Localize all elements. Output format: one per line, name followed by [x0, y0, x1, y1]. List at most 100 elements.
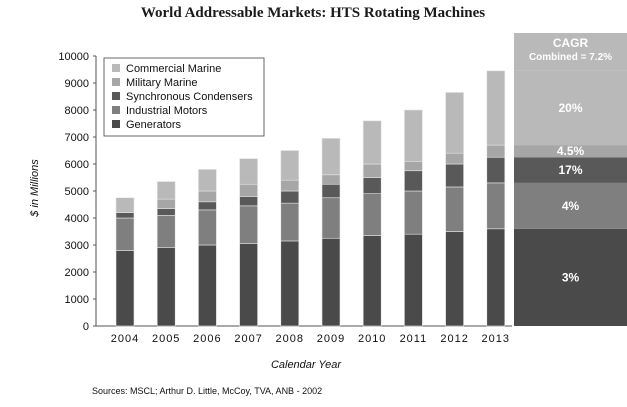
bar-segment-generators-2004 — [115, 250, 135, 327]
bar-segment-generators-2011 — [404, 233, 423, 327]
x-tick-label: 2005 — [152, 333, 180, 345]
y-tick-label: 6000 — [65, 159, 89, 171]
cagr-label-commercial-marine: 20% — [558, 101, 582, 115]
x-tick-label: 2008 — [276, 333, 304, 345]
bar-segment-commercial-marine-2007 — [239, 158, 258, 185]
bar-segment-generators-2007 — [239, 243, 258, 327]
bar-segment-synchronous-condensers-2008 — [280, 190, 300, 204]
bar-segment-synchronous-condensers-2007 — [239, 196, 258, 207]
bar-segment-generators-2009 — [321, 237, 341, 327]
bar-segment-military-marine-2011 — [404, 161, 423, 172]
source-note: Sources: MSCL; Arthur D. Little, McCoy, … — [92, 386, 322, 396]
bar-segment-commercial-marine-2004 — [115, 197, 135, 213]
legend-swatch — [112, 92, 120, 100]
bar-segment-military-marine-2012 — [445, 152, 464, 165]
bar-segment-commercial-marine-2011 — [404, 109, 423, 162]
legend-swatch — [112, 64, 120, 72]
bar-segment-generators-2005 — [156, 247, 176, 327]
x-tick-label: 2011 — [400, 333, 428, 345]
y-axis-label: $ in Millions — [29, 159, 41, 218]
bar-segment-commercial-marine-2010 — [362, 120, 382, 165]
cagr-band-generators — [514, 228, 627, 326]
bar-segment-synchronous-condensers-2006 — [198, 201, 217, 211]
y-tick-label: 1000 — [65, 294, 89, 306]
bar-segment-commercial-marine-2012 — [445, 92, 464, 154]
legend: Commercial Marine Military Marine Synchron… — [103, 57, 265, 137]
cagr-header-box — [514, 33, 627, 71]
bar-segment-commercial-marine-2008 — [280, 150, 300, 181]
cagr-combined: Combined = 7.2% — [529, 52, 612, 63]
y-tick-label: 0 — [83, 321, 89, 333]
bar-segment-generators-2010 — [362, 235, 382, 327]
cagr-band-industrial-motors — [514, 182, 627, 229]
bar-segment-industrial-motors-2013 — [486, 182, 506, 230]
y-tick-label: 7000 — [65, 132, 89, 144]
bar-segment-military-marine-2006 — [198, 190, 217, 203]
bar-segment-generators-2013 — [486, 228, 506, 327]
bar-segment-military-marine-2010 — [362, 163, 382, 178]
bar-segment-commercial-marine-2009 — [321, 138, 341, 176]
bar-segment-generators-2008 — [280, 240, 300, 327]
chart-title: World Addressable Markets: HTS Rotating … — [141, 5, 485, 21]
bar-segment-industrial-motors-2004 — [115, 217, 135, 251]
legend-label: Commercial Marine — [126, 63, 221, 75]
x-tick-label: 2013 — [482, 333, 510, 345]
bar-segment-synchronous-condensers-2004 — [115, 212, 135, 219]
cagr-panel-footer — [514, 326, 627, 386]
y-tick-label: 5000 — [65, 186, 89, 198]
bar-segment-generators-2006 — [198, 244, 217, 327]
bar-segment-industrial-motors-2011 — [404, 190, 423, 235]
bar-segment-commercial-marine-2005 — [156, 181, 176, 200]
x-tick-label: 2009 — [317, 333, 345, 345]
bar-segment-synchronous-condensers-2009 — [321, 183, 341, 199]
y-tick-label: 4000 — [65, 213, 89, 225]
bar-segment-commercial-marine-2013 — [486, 70, 506, 146]
bar-segment-military-marine-2013 — [486, 144, 506, 158]
cagr-label-military-marine: 4.5% — [557, 144, 585, 158]
x-tick-label: 2010 — [358, 333, 386, 345]
cagr-band-military-marine — [514, 145, 627, 158]
x-tick-label: 2004 — [111, 333, 139, 345]
x-tick-label: 2012 — [440, 333, 468, 345]
bar-segment-military-marine-2008 — [280, 179, 300, 192]
legend-label: Military Marine — [126, 77, 198, 89]
legend-swatch — [112, 106, 120, 114]
bar-segment-industrial-motors-2005 — [156, 215, 176, 249]
y-tick-label: 8000 — [65, 105, 89, 117]
x-tick-label: 2007 — [234, 333, 262, 345]
cagr-label-synchronous-condensers: 17% — [558, 163, 582, 177]
bar-segment-commercial-marine-2006 — [198, 169, 217, 192]
y-tick-label: 9000 — [65, 78, 89, 90]
cagr-label-industrial-motors: 4% — [562, 199, 580, 213]
bar-segment-industrial-motors-2009 — [321, 197, 341, 239]
bar-segment-synchronous-condensers-2012 — [445, 163, 464, 188]
cagr-label-generators: 3% — [562, 270, 580, 284]
bar-segment-military-marine-2007 — [239, 183, 258, 197]
cagr-title: CAGR — [553, 36, 589, 50]
bar-segment-military-marine-2009 — [321, 174, 341, 185]
bar-segment-industrial-motors-2006 — [198, 209, 217, 246]
bar-segment-industrial-motors-2007 — [239, 205, 258, 244]
bar-segment-synchronous-condensers-2011 — [404, 170, 423, 192]
legend-label: Synchronous Condensers — [126, 91, 253, 103]
y-tick-label: 10000 — [58, 51, 89, 63]
y-tick-label: 2000 — [65, 267, 89, 279]
cagr-band-synchronous-condensers — [514, 157, 627, 183]
cagr-band-commercial-marine — [514, 70, 627, 146]
bar-segment-generators-2012 — [445, 231, 464, 327]
legend-box — [103, 57, 265, 137]
bar-segment-synchronous-condensers-2010 — [362, 177, 382, 195]
legend-swatch — [112, 120, 120, 128]
bar-segment-synchronous-condensers-2013 — [486, 156, 506, 184]
bar-segment-industrial-motors-2008 — [280, 202, 300, 242]
y-tick-label: 3000 — [65, 240, 89, 252]
legend-label: Industrial Motors — [126, 105, 208, 117]
x-tick-label: 2006 — [193, 333, 221, 345]
bar-segment-synchronous-condensers-2005 — [156, 208, 176, 216]
bars-layer — [115, 70, 506, 327]
legend-swatch — [112, 78, 120, 86]
cagr-panel: CAGR Combined = 7.2% 3% 4% 17% 4.5% 20% — [514, 33, 627, 386]
bar-segment-industrial-motors-2010 — [362, 193, 382, 236]
